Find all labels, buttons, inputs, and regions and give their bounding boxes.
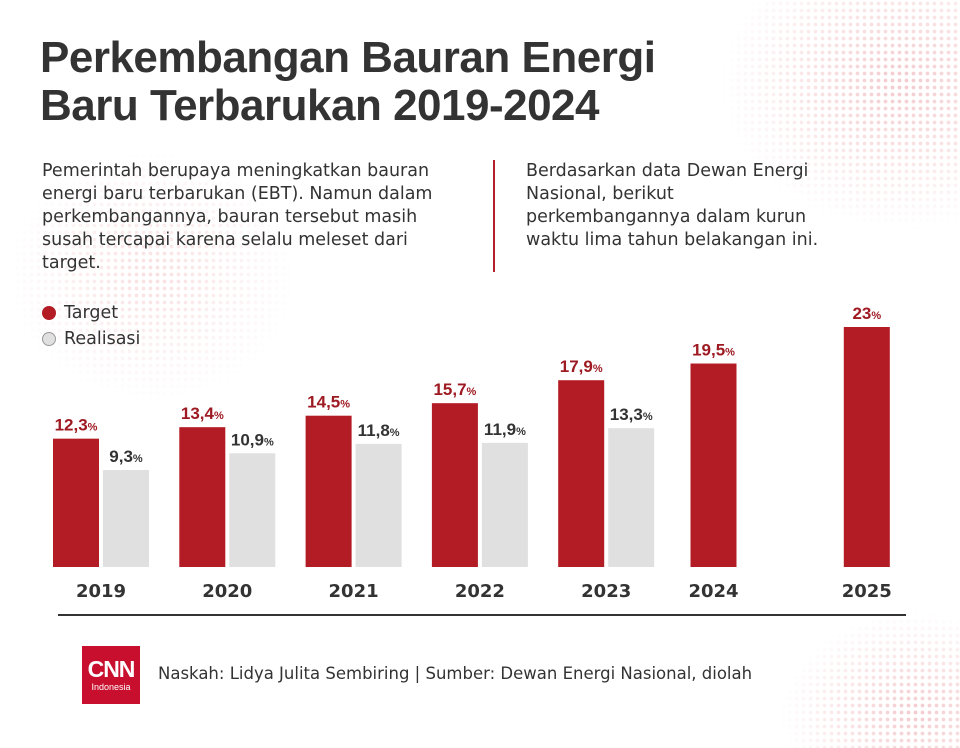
bar-target-2019 bbox=[53, 438, 99, 567]
title-line-2: Baru Terbarukan 2019-2024 bbox=[40, 81, 599, 130]
data-label-target-2023: 17,9% bbox=[560, 357, 603, 376]
bar-target-2025 bbox=[843, 327, 890, 567]
legend-label-realisasi: Realisasi bbox=[64, 329, 141, 349]
legend-item-realisasi: Realisasi bbox=[42, 326, 140, 352]
source-credit: Naskah: Lidya Julita Sembiring | Sumber:… bbox=[158, 664, 753, 683]
intro-right-text: Berdasarkan data Dewan Energi Nasional, … bbox=[526, 161, 819, 250]
logo-sub-text: Indonesia bbox=[91, 682, 131, 692]
bar-target-2021 bbox=[305, 415, 352, 567]
page-title: Perkembangan Bauran Energi Baru Terbaruk… bbox=[40, 33, 656, 130]
x-tick-label-2025: 2025 bbox=[842, 581, 892, 602]
x-tick-label-2020: 2020 bbox=[202, 581, 252, 602]
intro-divider bbox=[493, 160, 495, 272]
x-tick-label-2023: 2023 bbox=[581, 581, 631, 602]
bar-realisasi-2021 bbox=[355, 443, 402, 567]
x-tick-label-2021: 2021 bbox=[329, 581, 379, 602]
data-label-realisasi-2021: 11,8% bbox=[358, 421, 400, 440]
chart-legend: Target Realisasi bbox=[42, 300, 140, 352]
bar-target-2020 bbox=[179, 427, 226, 567]
data-label-realisasi-2022: 11,9% bbox=[484, 420, 526, 439]
logo-main-text: CNN bbox=[87, 656, 136, 682]
bar-target-2023 bbox=[558, 380, 605, 567]
title-line-1: Perkembangan Bauran Energi bbox=[40, 33, 656, 82]
x-tick-label-2019: 2019 bbox=[76, 581, 126, 602]
legend-dot-target-icon bbox=[42, 306, 56, 320]
x-tick-label-2022: 2022 bbox=[455, 581, 505, 602]
data-label-target-2020: 13,4% bbox=[181, 404, 224, 423]
bar-realisasi-2019 bbox=[103, 469, 149, 567]
legend-label-target: Target bbox=[64, 303, 119, 323]
legend-item-target: Target bbox=[42, 300, 140, 326]
data-label-target-2024: 19,5% bbox=[692, 341, 735, 360]
cnn-indonesia-logo: CNN Indonesia bbox=[82, 646, 140, 704]
data-label-target-2021: 14,5% bbox=[307, 393, 350, 412]
data-label-realisasi-2023: 13,3% bbox=[610, 405, 653, 424]
data-label-target-2022: 15,7% bbox=[433, 380, 476, 399]
data-label-realisasi-2019: 9,3% bbox=[109, 447, 143, 466]
bar-target-2022 bbox=[431, 403, 478, 567]
data-label-target-2019: 12,3% bbox=[55, 416, 98, 435]
bar-realisasi-2022 bbox=[481, 442, 528, 567]
footer-divider bbox=[58, 614, 906, 616]
intro-left-text: Pemerintah berupaya meningkatkan bauran … bbox=[42, 161, 433, 273]
bar-target-2024 bbox=[690, 363, 737, 567]
x-tick-label-2024: 2024 bbox=[688, 581, 738, 602]
legend-dot-realisasi-icon bbox=[42, 332, 56, 346]
bar-realisasi-2023 bbox=[608, 428, 655, 567]
data-label-target-2025: 23% bbox=[852, 304, 881, 323]
data-label-realisasi-2020: 10,9% bbox=[231, 430, 274, 449]
bar-realisasi-2020 bbox=[229, 453, 276, 567]
